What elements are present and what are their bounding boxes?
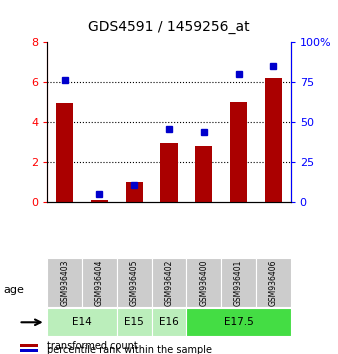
Bar: [230, 102, 247, 201]
Text: GSM936406: GSM936406: [269, 259, 278, 306]
Bar: [47, 258, 82, 307]
Bar: [20, 349, 38, 352]
Bar: [160, 143, 178, 201]
Text: GSM936401: GSM936401: [234, 259, 243, 306]
Bar: [91, 200, 108, 201]
Text: E17.5: E17.5: [224, 317, 254, 327]
Text: transformed count: transformed count: [47, 341, 138, 350]
Text: E15: E15: [124, 317, 144, 327]
Bar: [186, 258, 221, 307]
Text: percentile rank within the sample: percentile rank within the sample: [47, 345, 212, 354]
Text: E16: E16: [159, 317, 179, 327]
Text: GSM936405: GSM936405: [130, 259, 139, 306]
Bar: [20, 344, 38, 347]
Bar: [152, 308, 186, 336]
Bar: [56, 103, 73, 201]
Bar: [82, 258, 117, 307]
Bar: [221, 258, 256, 307]
Bar: [117, 258, 152, 307]
Bar: [125, 182, 143, 201]
Bar: [186, 308, 291, 336]
Text: GSM936403: GSM936403: [60, 259, 69, 306]
Text: GSM936400: GSM936400: [199, 259, 208, 306]
Text: GSM936402: GSM936402: [165, 259, 173, 306]
Bar: [265, 78, 282, 201]
Bar: [195, 146, 213, 201]
Text: E14: E14: [72, 317, 92, 327]
Bar: [117, 308, 152, 336]
Bar: [256, 258, 291, 307]
Text: GDS4591 / 1459256_at: GDS4591 / 1459256_at: [88, 19, 250, 34]
Text: GSM936404: GSM936404: [95, 259, 104, 306]
Bar: [47, 308, 117, 336]
Text: age: age: [3, 285, 24, 296]
Bar: [152, 258, 186, 307]
